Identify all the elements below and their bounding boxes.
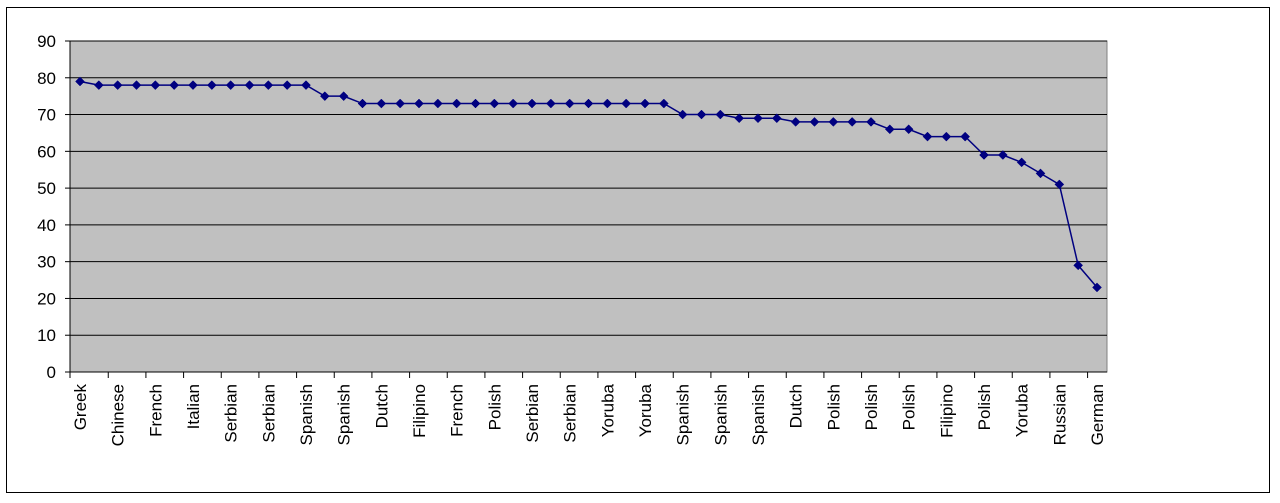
data-point <box>997 150 1008 160</box>
data-point <box>734 113 745 124</box>
data-point <box>131 80 142 90</box>
y-tick-label: 90 <box>37 32 56 51</box>
x-tick-label: Filipino <box>410 384 429 438</box>
data-point <box>1073 260 1084 271</box>
data-point <box>583 98 594 109</box>
data-point <box>640 98 650 109</box>
x-tick-label: Polish <box>900 384 919 430</box>
x-tick-label: Serbian <box>222 384 241 443</box>
data-point <box>206 80 217 90</box>
data-point <box>621 98 632 109</box>
data-point <box>771 113 782 124</box>
data-point <box>169 80 180 90</box>
x-tick-label: French <box>146 384 165 437</box>
data-point <box>338 91 349 102</box>
x-tick-label: Italian <box>184 384 203 429</box>
data-point <box>903 124 914 135</box>
x-tick-label: Spanish <box>674 384 693 445</box>
x-tick-label: Dutch <box>372 384 391 428</box>
data-point <box>93 80 104 90</box>
x-tick-label: German <box>1088 384 1107 445</box>
data-point <box>1092 282 1102 293</box>
x-tick-label: Dutch <box>787 384 806 428</box>
x-tick-label: French <box>448 384 467 437</box>
x-tick-label: Russian <box>1050 384 1069 445</box>
x-tick-label: Serbian <box>259 384 278 443</box>
data-point <box>884 124 895 135</box>
data-point <box>960 131 971 142</box>
data-point <box>753 113 763 124</box>
data-point <box>357 98 368 109</box>
data-point <box>696 109 707 120</box>
y-tick-label: 60 <box>37 142 56 161</box>
y-tick-label: 20 <box>37 289 56 308</box>
y-tick-label: 70 <box>37 106 56 125</box>
data-point <box>188 80 198 90</box>
data-point <box>658 98 669 109</box>
data-point <box>150 80 161 90</box>
data-point <box>225 80 236 90</box>
data-point <box>527 98 537 109</box>
x-tick-label: Filipino <box>937 384 956 438</box>
data-point <box>828 117 839 127</box>
plot-area <box>69 40 1108 373</box>
x-tick-label: Chinese <box>109 384 128 446</box>
x-tick-label: Polish <box>485 384 504 430</box>
data-point <box>922 131 933 142</box>
data-point <box>470 98 481 109</box>
data-point <box>395 98 406 109</box>
data-point <box>790 117 801 127</box>
data-point <box>941 131 952 142</box>
x-tick-label: Yoruba <box>598 383 617 437</box>
y-tick-label: 0 <box>47 363 56 382</box>
data-point <box>451 98 462 109</box>
data-point <box>847 117 858 127</box>
data-point <box>432 98 443 109</box>
x-tick-label: Yoruba <box>1013 383 1032 437</box>
x-tick-label: Serbian <box>561 384 580 443</box>
line-chart: 0 10 20 30 40 50 60 70 80 90 Greek Chinese French Ita… <box>37 32 1108 446</box>
x-tick-label: Spanish <box>711 384 730 445</box>
y-tick-label: 40 <box>37 216 56 235</box>
data-point <box>809 117 820 127</box>
data-point <box>301 80 311 90</box>
x-tick-label: Polish <box>862 384 881 430</box>
y-tick-label: 10 <box>37 326 56 345</box>
data-point <box>1054 179 1065 190</box>
data-point <box>602 98 613 109</box>
y-tick-label: 30 <box>37 253 56 272</box>
data-point <box>715 109 726 120</box>
data-point <box>1035 168 1046 179</box>
x-tick-label: Polish <box>975 384 994 430</box>
x-tick-label: Serbian <box>523 384 542 443</box>
data-point <box>244 80 255 90</box>
y-tick-label: 80 <box>37 69 56 88</box>
data-point <box>489 98 500 109</box>
x-tick-label: Spanish <box>749 384 768 445</box>
data-point <box>263 80 274 90</box>
data-point <box>1016 157 1027 168</box>
x-tick-label: Greek <box>71 384 90 431</box>
data-point <box>866 117 876 127</box>
x-tick-label: Spanish <box>297 384 316 445</box>
data-point <box>282 80 293 90</box>
data-point <box>508 98 519 109</box>
x-tick-label: Polish <box>824 384 843 430</box>
data-point <box>414 98 424 109</box>
data-point <box>677 109 688 120</box>
data-point <box>319 91 330 102</box>
data-point <box>376 98 387 109</box>
data-point <box>979 150 989 160</box>
data-point <box>112 80 123 90</box>
data-point <box>564 98 575 109</box>
x-tick-label: Spanish <box>335 384 354 445</box>
x-tick-label: Yoruba <box>636 383 655 437</box>
chart-frame: 0 10 20 30 40 50 60 70 80 90 Greek Chinese French Ita… <box>6 7 1270 493</box>
y-tick-label: 50 <box>37 179 56 198</box>
data-point <box>75 76 85 87</box>
data-point <box>545 98 556 109</box>
